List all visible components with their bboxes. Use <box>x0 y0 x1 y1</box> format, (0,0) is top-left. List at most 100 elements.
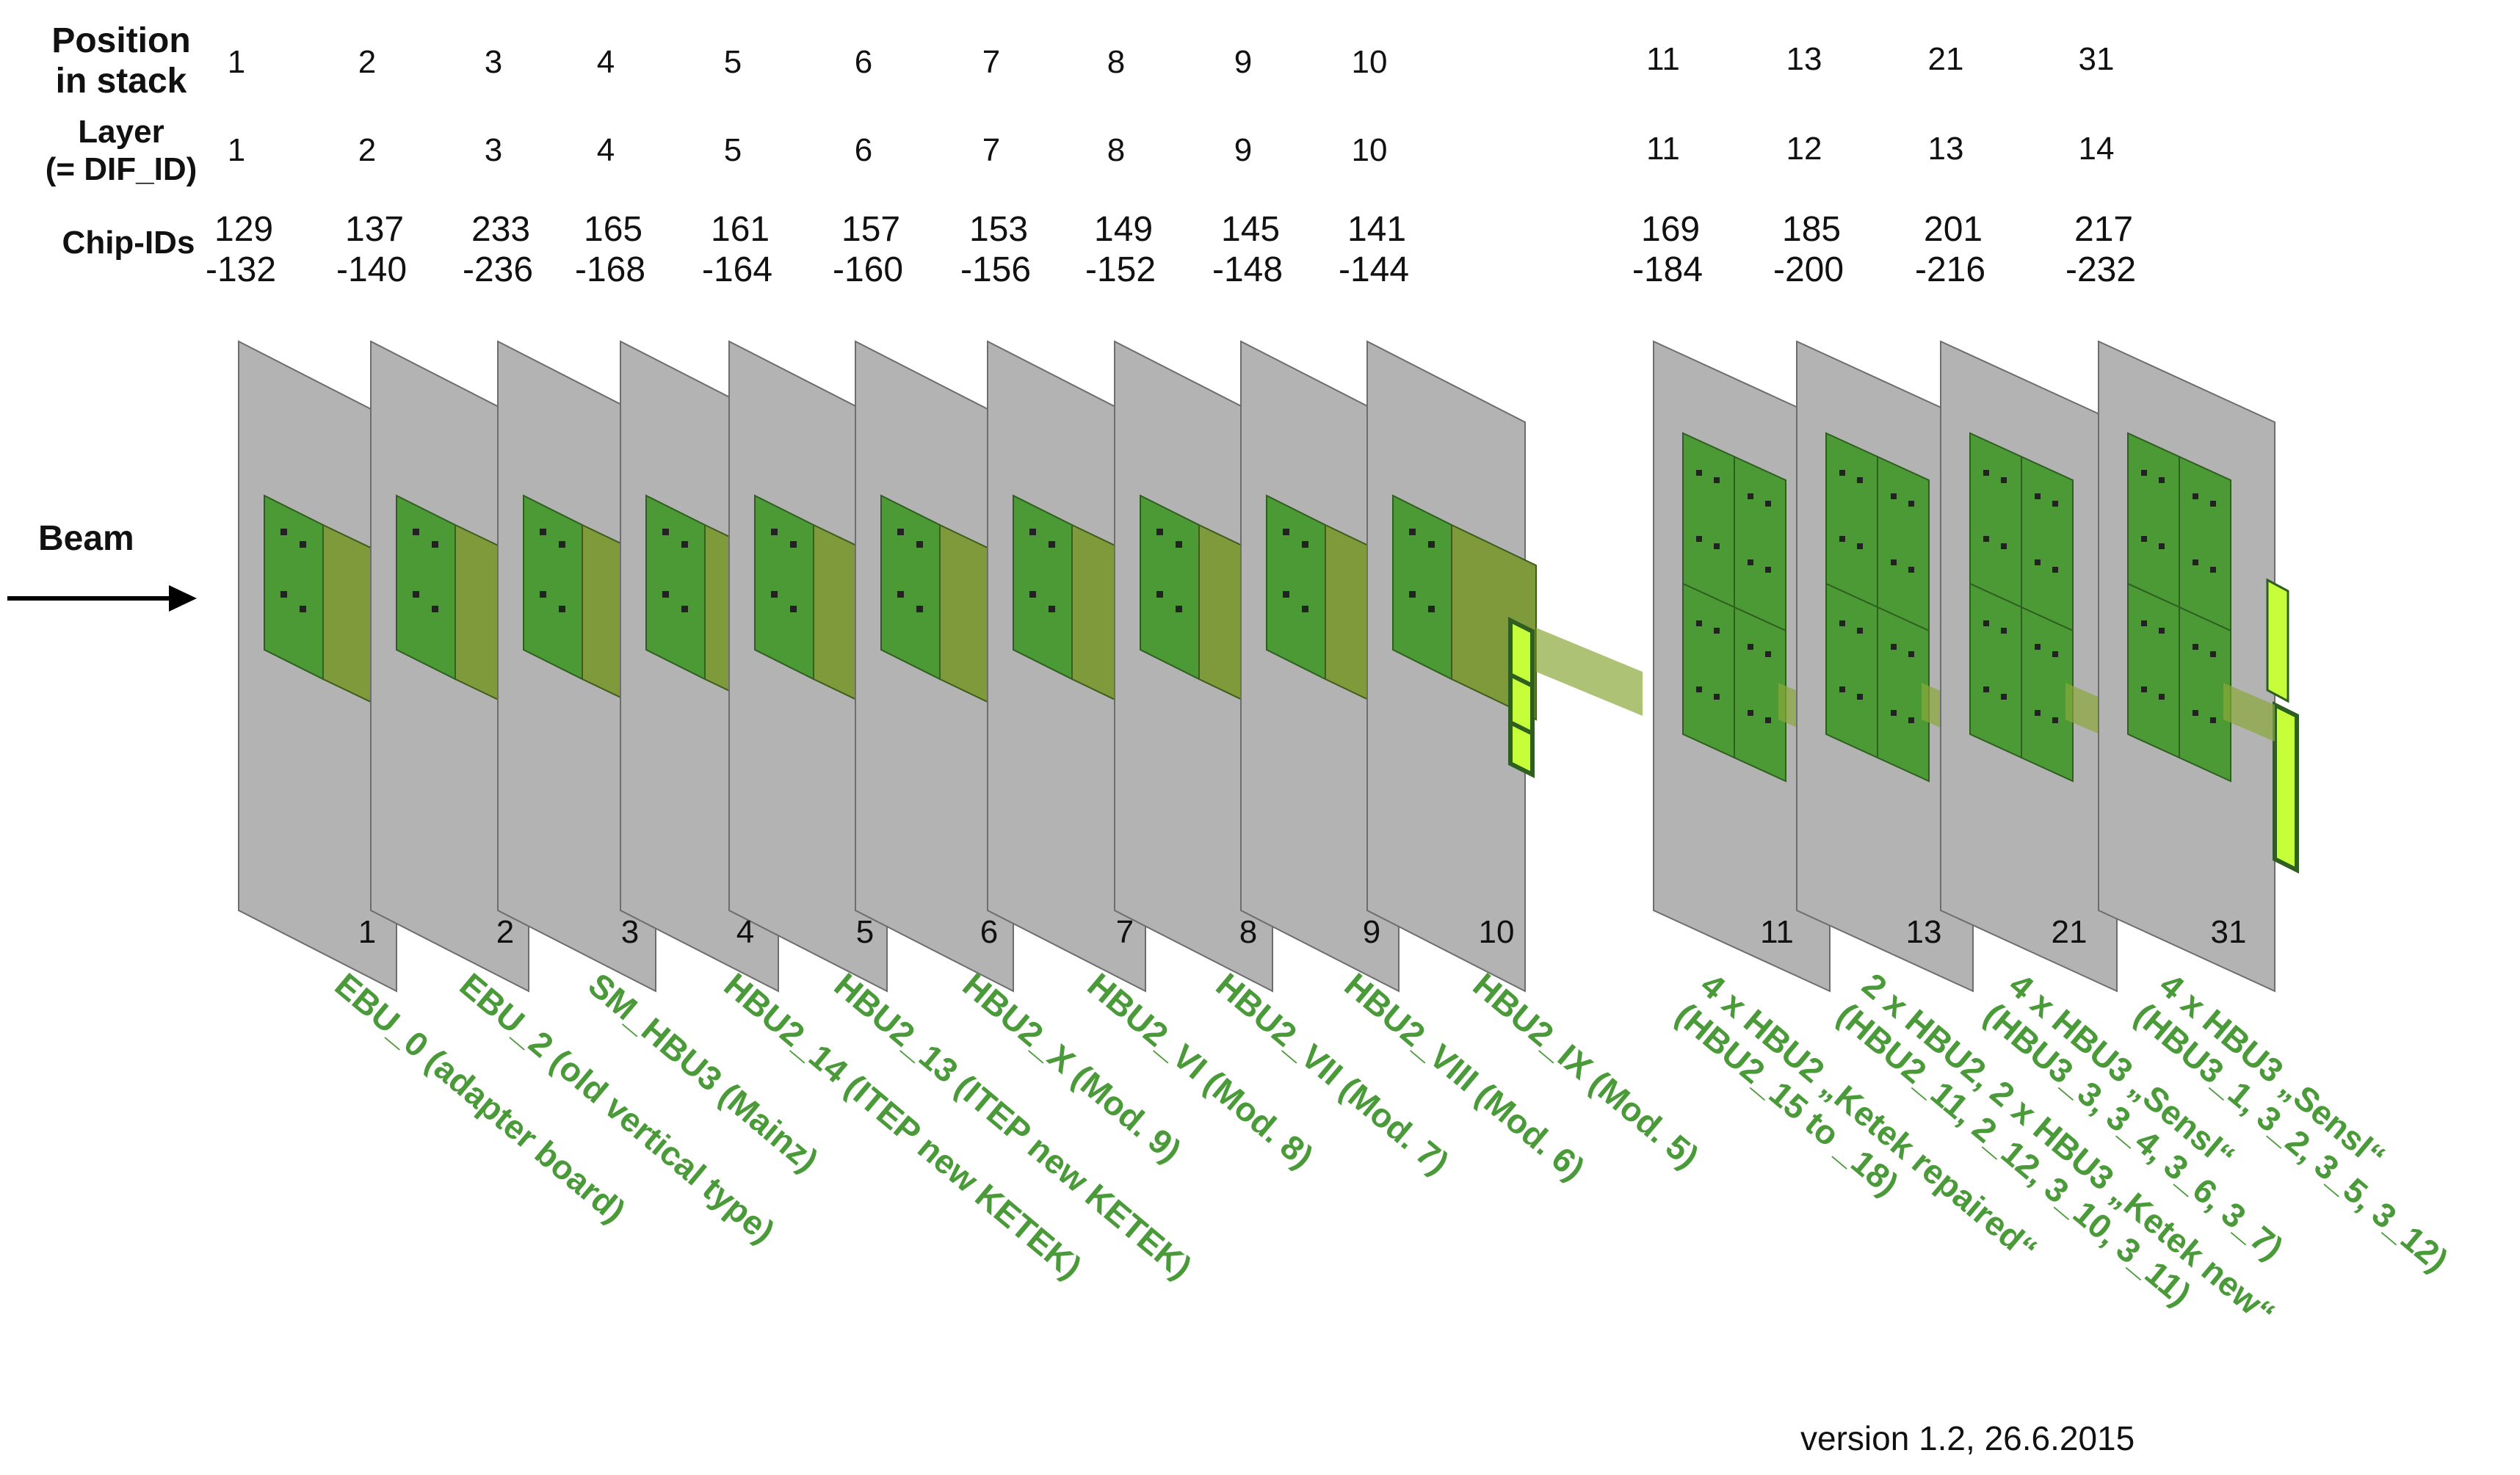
chip-ids-header: Chip-IDs <box>62 225 195 261</box>
chip-square <box>2001 694 2007 700</box>
chip-square <box>413 529 419 535</box>
chip-square <box>1765 567 1771 573</box>
hbu-board <box>1140 494 1200 681</box>
chip-square <box>1908 501 1914 507</box>
chip-square <box>1891 559 1897 565</box>
chip-square <box>2159 543 2165 549</box>
chip-square <box>1765 651 1771 657</box>
chip-square <box>1714 694 1720 700</box>
hbu-board <box>645 494 706 681</box>
chip-id-start: 165 <box>584 210 643 249</box>
chip-square <box>1748 559 1753 565</box>
chip-square <box>1839 686 1845 692</box>
chip-square <box>2159 477 2165 483</box>
chip-square <box>1714 628 1720 634</box>
chip-square <box>2141 470 2147 476</box>
plane-number: 3 <box>620 914 640 950</box>
hbu-board <box>1877 455 1930 632</box>
chip-square <box>1765 717 1771 723</box>
strip-divider <box>1510 721 1532 735</box>
chip-square <box>2193 559 2198 565</box>
hbu-board <box>2021 455 2074 632</box>
layer-value: 5 <box>723 132 742 168</box>
chip-square <box>681 606 688 612</box>
chip-square <box>2001 477 2007 483</box>
chip-id-start: 129 <box>214 210 274 249</box>
position-value: 10 <box>1351 44 1388 80</box>
position-value: 2 <box>358 44 377 80</box>
hbu-board <box>1682 582 1735 759</box>
chip-id-end: -232 <box>2065 250 2137 289</box>
chip-square <box>2141 686 2147 692</box>
chip-square <box>432 541 438 548</box>
chip-square <box>1748 644 1753 650</box>
chip-square <box>1049 606 1055 612</box>
chip-square <box>1857 628 1863 634</box>
chip-square <box>2193 493 2198 499</box>
chip-square <box>1283 591 1289 598</box>
chip-square <box>1857 477 1863 483</box>
chip-square <box>1029 591 1036 598</box>
dif-strip <box>1508 617 1535 778</box>
layer-value: 4 <box>596 132 615 168</box>
layer-value: 6 <box>854 132 873 168</box>
beam-arrow-head <box>169 585 197 612</box>
version-label: version 1.2, 26.6.2015 <box>1800 1419 2135 1457</box>
chip-square <box>2052 651 2058 657</box>
chip-square <box>771 591 778 598</box>
chip-square <box>1428 606 1435 612</box>
chip-square <box>1696 686 1702 692</box>
layer-value: 14 <box>2078 131 2115 167</box>
chip-square <box>2193 644 2198 650</box>
chip-square <box>1908 651 1914 657</box>
chip-square <box>1891 493 1897 499</box>
chip-square <box>662 529 669 535</box>
chip-id-start: 201 <box>1924 210 1983 249</box>
hbu-board <box>2127 582 2180 759</box>
chip-square <box>1839 470 1845 476</box>
chip-id-start: 157 <box>841 210 901 249</box>
chip-square <box>1748 710 1753 716</box>
chip-square <box>2210 501 2216 507</box>
chip-square <box>280 529 287 535</box>
chip-square <box>2210 567 2216 573</box>
layer-value: 7 <box>982 132 1001 168</box>
chip-square <box>300 541 306 548</box>
hbu-board <box>1682 432 1735 609</box>
chip-square <box>432 606 438 612</box>
chip-id-end: -236 <box>463 250 534 289</box>
hbu-board <box>1013 494 1073 681</box>
chip-id-start: 145 <box>1221 210 1281 249</box>
position-value: 4 <box>596 44 615 80</box>
hbu-board <box>396 494 456 681</box>
chip-id-start: 185 <box>1782 210 1842 249</box>
position-value: 9 <box>1234 44 1253 80</box>
hbu-board <box>1877 606 1930 783</box>
hbu-board <box>2021 606 2074 783</box>
chip-square <box>2141 620 2147 626</box>
chip-square <box>1983 686 1989 692</box>
hbu-board <box>264 494 324 681</box>
position-value: 11 <box>1646 41 1680 77</box>
layer-value: 8 <box>1107 132 1126 168</box>
chip-square <box>1983 536 1989 542</box>
position-value: 8 <box>1107 44 1126 80</box>
connector-band <box>2223 683 2275 742</box>
chip-id-start: 149 <box>1094 210 1154 249</box>
layer-value: 13 <box>1927 131 1964 167</box>
chip-square <box>2052 717 2058 723</box>
chip-square <box>1049 541 1055 548</box>
chip-square <box>2035 644 2041 650</box>
hbu-board <box>1825 432 1878 609</box>
chip-square <box>1891 644 1897 650</box>
plane-number: 11 <box>1760 914 1794 950</box>
layer-value: 9 <box>1234 132 1253 168</box>
chip-square <box>2035 559 2041 565</box>
hbu-board <box>1969 582 2022 759</box>
hbu-board <box>754 494 814 681</box>
chip-square <box>897 529 904 535</box>
layer-header: Layer (= DIF_ID) <box>45 114 198 187</box>
chip-square <box>681 541 688 548</box>
chip-id-end: -152 <box>1085 250 1156 289</box>
